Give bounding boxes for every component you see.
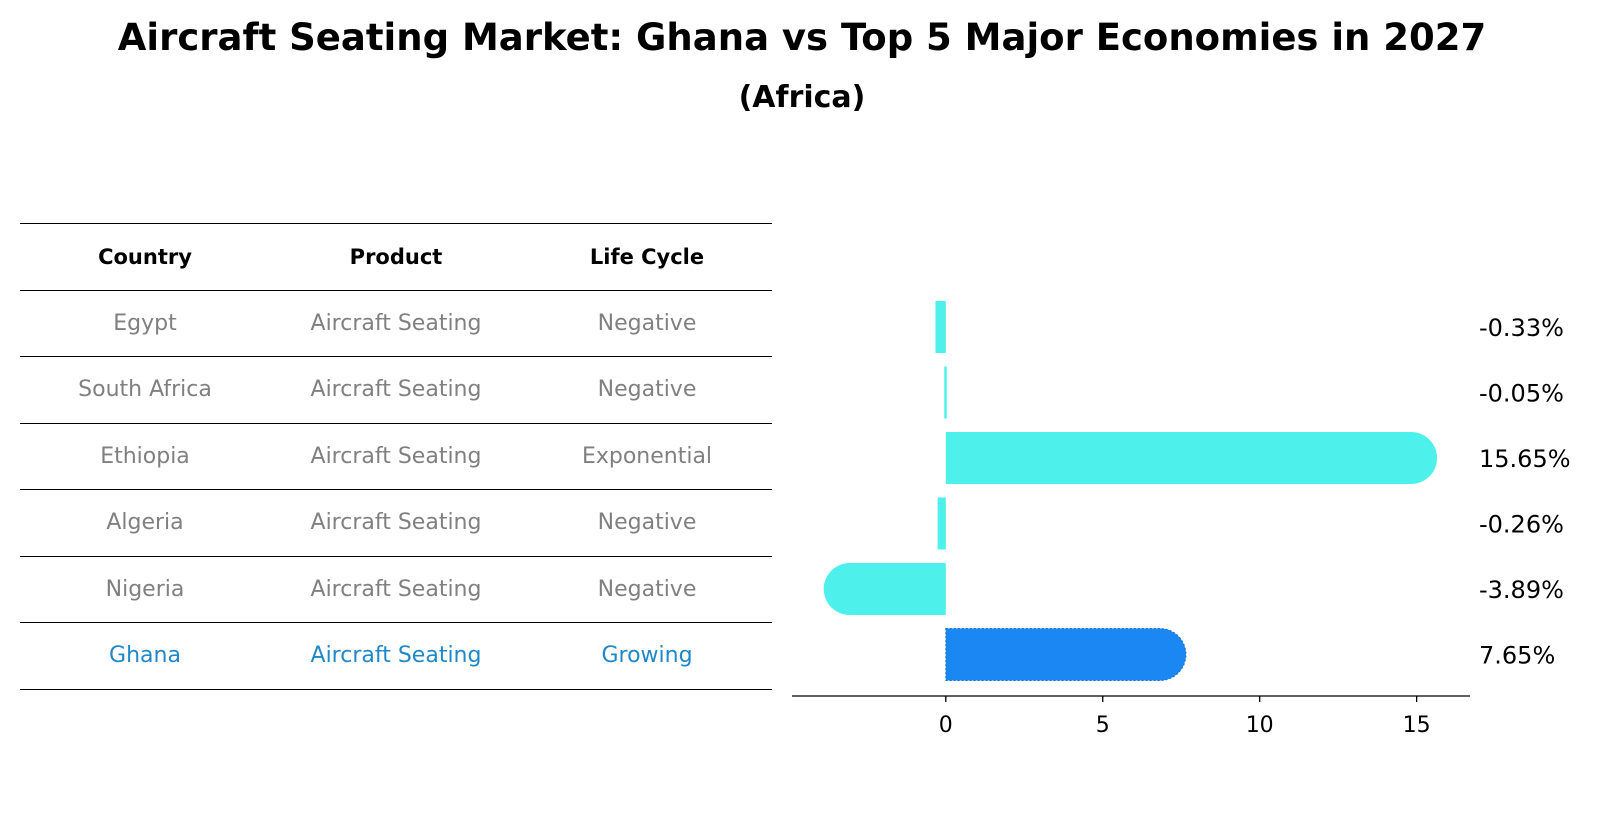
value-label: -3.89% — [1479, 576, 1564, 604]
header-life-cycle: Life Cycle — [522, 223, 772, 291]
table-row: Egypt Aircraft Seating Negative — [20, 290, 772, 357]
cell-life-cycle: Negative — [522, 290, 772, 357]
bar-nigeria — [823, 563, 946, 615]
cell-product: Aircraft Seating — [270, 622, 522, 690]
x-tick-label: 15 — [1403, 713, 1431, 738]
header-country: Country — [20, 223, 270, 291]
cell-country: Algeria — [20, 489, 270, 557]
bar-south-africa — [944, 366, 947, 419]
header-product: Product — [270, 223, 522, 291]
table-row: Nigeria Aircraft Seating Negative — [20, 556, 772, 623]
chart-title: Aircraft Seating Market: Ghana vs Top 5 … — [117, 16, 1487, 59]
cell-product: Aircraft Seating — [270, 423, 522, 490]
cell-life-cycle: Negative — [522, 356, 772, 424]
cell-life-cycle: Negative — [522, 489, 772, 557]
cell-country: Egypt — [20, 290, 270, 357]
cell-country: Ghana — [20, 622, 270, 690]
cell-country: South Africa — [20, 356, 270, 424]
table-row: South Africa Aircraft Seating Negative — [20, 356, 772, 424]
chart-subtitle: (Africa) — [738, 80, 866, 115]
bar-algeria — [937, 497, 946, 550]
cell-life-cycle: Growing — [522, 622, 772, 690]
value-label: -0.33% — [1479, 314, 1564, 342]
cell-product: Aircraft Seating — [270, 489, 522, 557]
bar-ghana — [945, 628, 1187, 681]
cell-country: Nigeria — [20, 556, 270, 623]
bar-ethiopia — [945, 432, 1438, 484]
cell-product: Aircraft Seating — [270, 556, 522, 623]
country-table: Country Product Life Cycle Egypt Aircraf… — [20, 223, 772, 690]
value-label: -0.26% — [1479, 511, 1564, 539]
value-label: 15.65% — [1479, 445, 1571, 473]
x-tick-label: 10 — [1246, 713, 1274, 738]
table-row-highlight: Ghana Aircraft Seating Growing — [20, 622, 772, 690]
table-row: Ethiopia Aircraft Seating Exponential — [20, 423, 772, 490]
table-row: Algeria Aircraft Seating Negative — [20, 489, 772, 557]
bar-egypt — [935, 301, 946, 353]
x-tick-label: 5 — [1096, 713, 1110, 738]
value-label: 7.65% — [1479, 642, 1555, 670]
cell-product: Aircraft Seating — [270, 356, 522, 424]
cell-life-cycle: Exponential — [522, 423, 772, 490]
x-tick-label: 0 — [939, 713, 953, 738]
cell-product: Aircraft Seating — [270, 290, 522, 357]
table-header-row: Country Product Life Cycle — [20, 223, 772, 291]
cell-life-cycle: Negative — [522, 556, 772, 623]
value-label: -0.05% — [1479, 380, 1564, 408]
cell-country: Ethiopia — [20, 423, 270, 490]
